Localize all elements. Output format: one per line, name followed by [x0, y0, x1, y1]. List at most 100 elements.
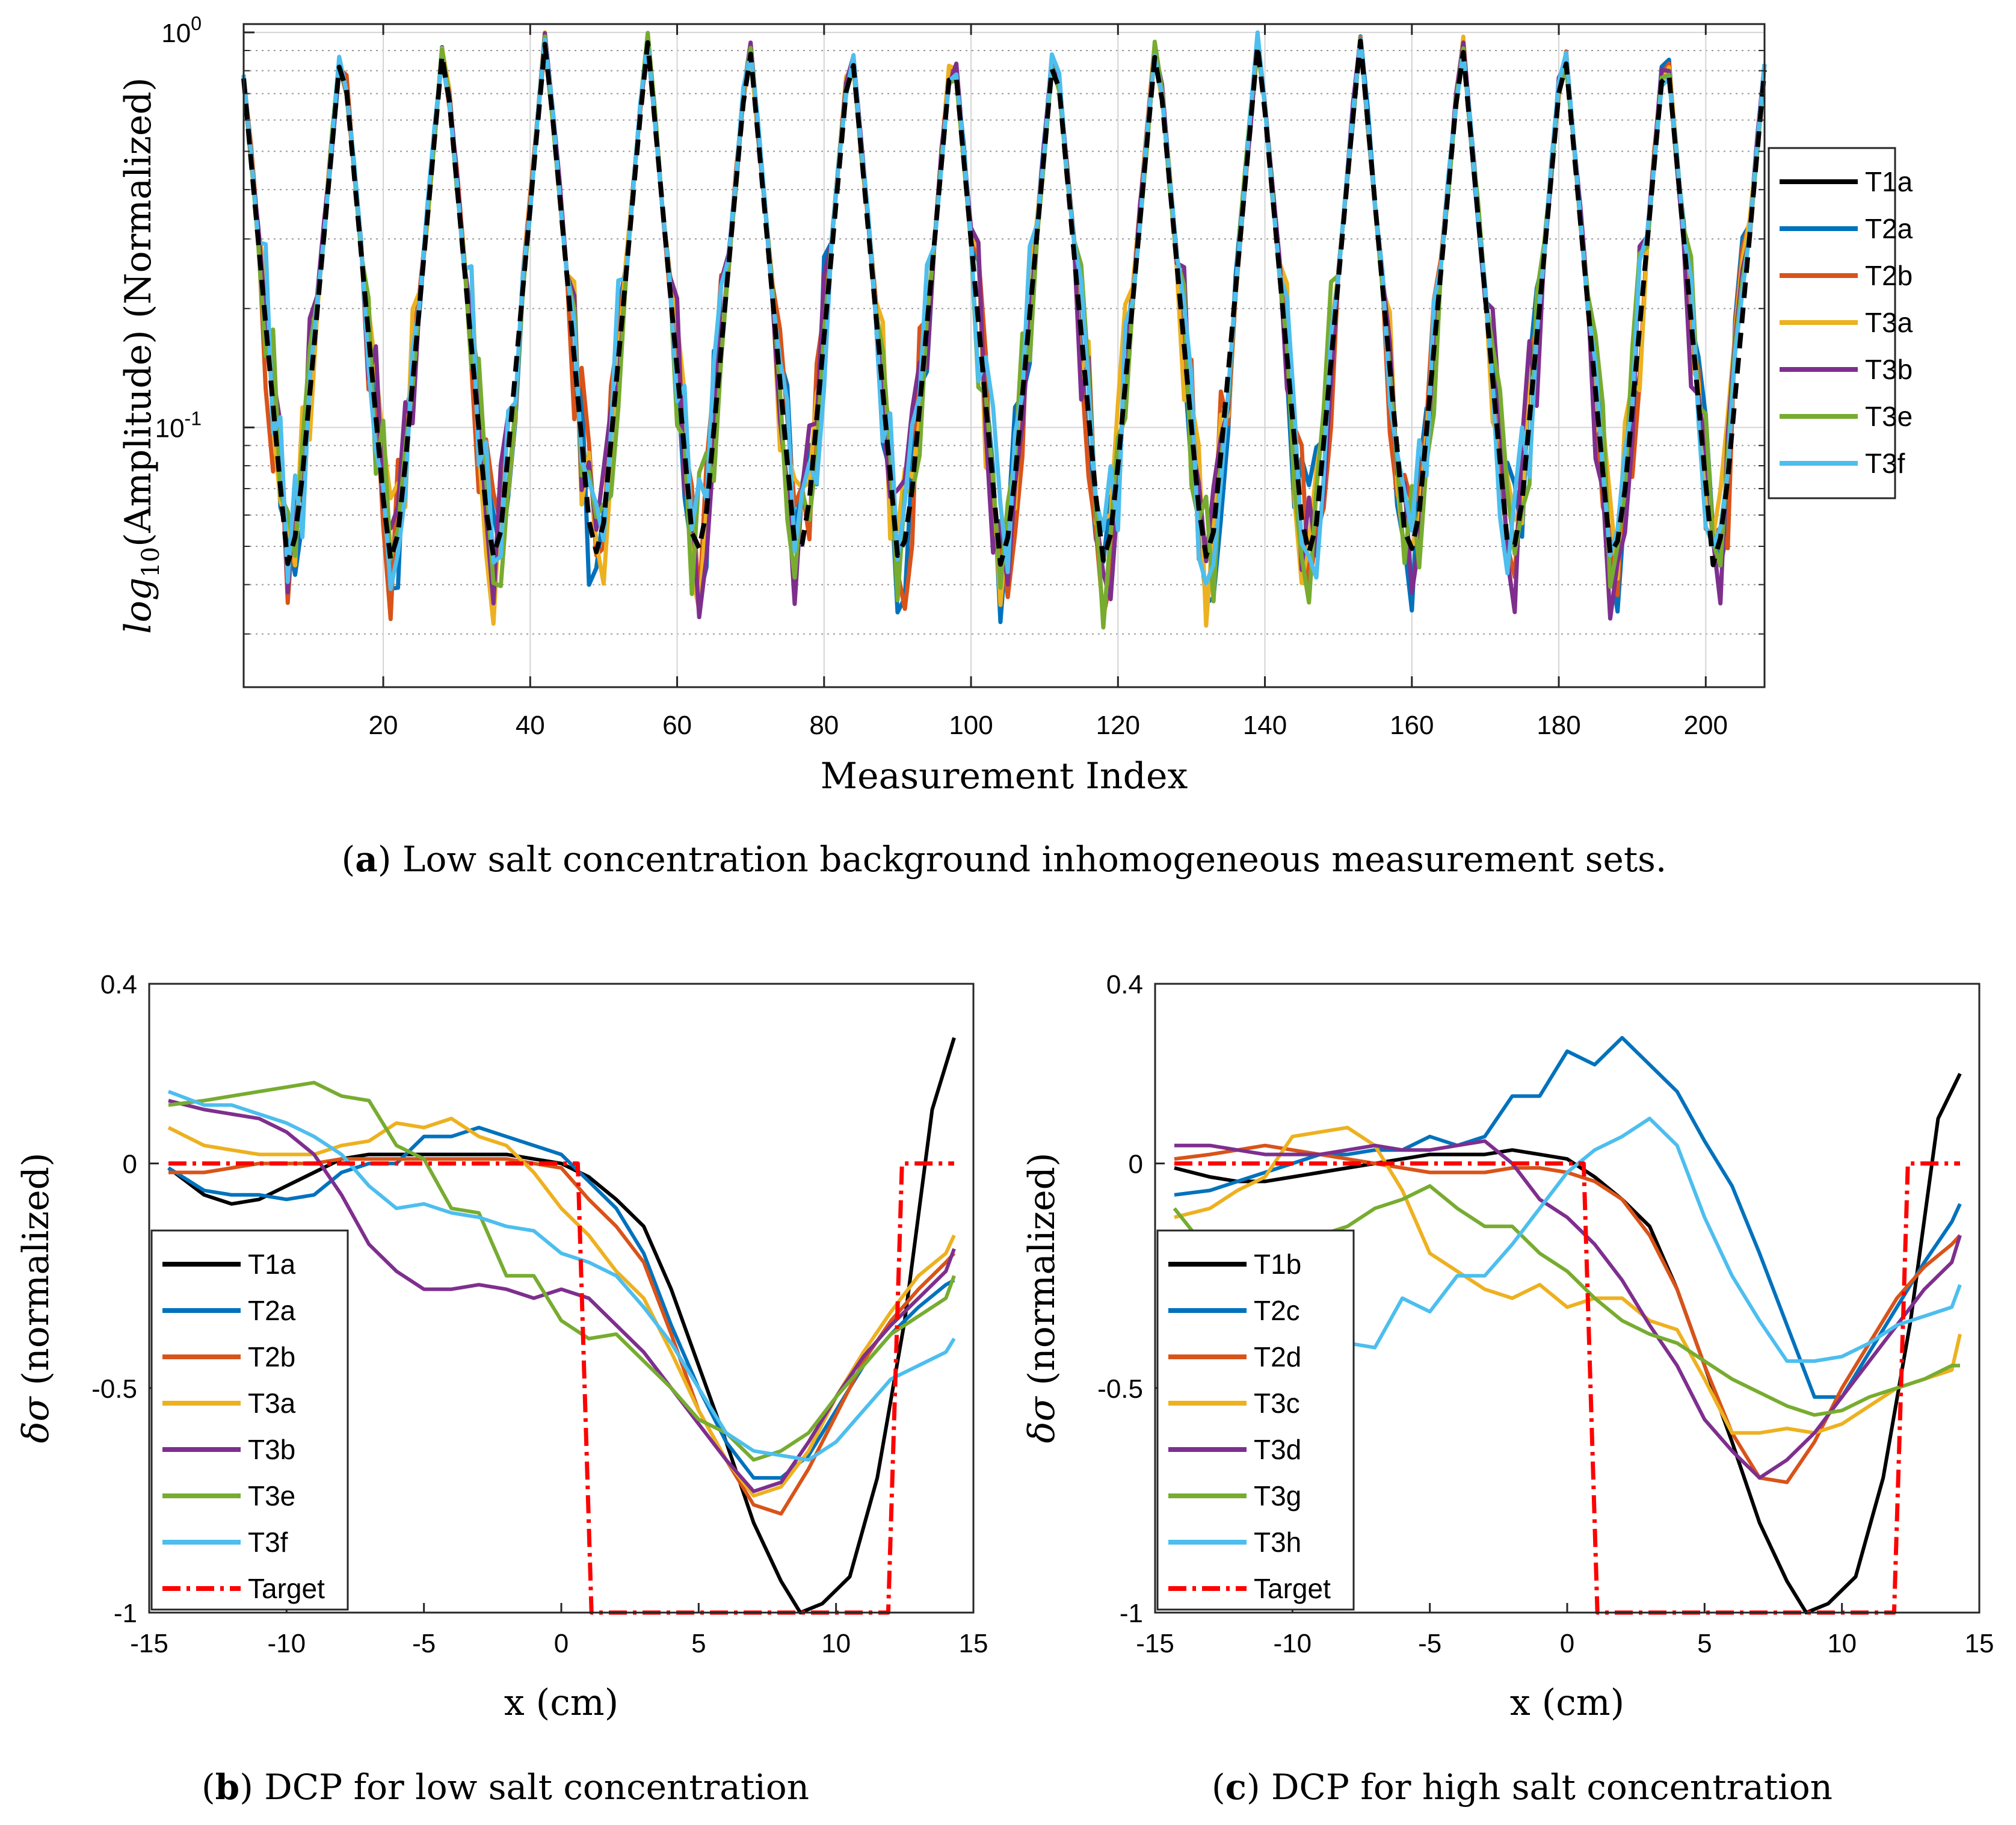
panel-a-ytick-base: 10	[161, 19, 191, 48]
panel-b-caption-text: DCP for low salt concentration	[253, 1767, 809, 1808]
panel-b-legend-label: T3f	[248, 1527, 288, 1558]
panel-c-legend-label: Target	[1254, 1573, 1331, 1604]
panel-a-xtick-label: 100	[949, 711, 993, 740]
panel-b-legend-label: T3a	[248, 1388, 296, 1419]
panel-a-legend-label: T2b	[1865, 260, 1913, 291]
panel-c-xtick-label: -5	[1418, 1629, 1441, 1658]
panel-c-legend-label: T2d	[1254, 1341, 1301, 1373]
panel-a-xtick-label: 20	[369, 711, 398, 740]
panel-b-xtick-label: 0	[554, 1629, 569, 1658]
panel-b-legend-label: Target	[248, 1573, 325, 1604]
panel-a-xtick-label: 180	[1537, 711, 1580, 740]
panel-c-xtick-label: 5	[1697, 1629, 1712, 1658]
panel-a-legend-label: T3e	[1865, 401, 1913, 432]
panel-b-ylabel: δσ (normalized)	[15, 1153, 57, 1444]
panel-b-ytick-label: -1	[114, 1599, 137, 1628]
panel-a-axes-box	[242, 23, 1766, 688]
panel-a-legend-label: T1a	[1865, 166, 1913, 197]
panel-b-ylabel-symbol: δσ	[15, 1385, 57, 1443]
panel-a-xtick-label: 60	[662, 711, 692, 740]
panel-b-series	[167, 1037, 956, 1615]
panel-b-ytick-label: -0.5	[91, 1374, 137, 1404]
panel-c-caption-text: DCP for high salt concentration	[1260, 1767, 1833, 1808]
panel-c-legend-label: T3d	[1254, 1434, 1301, 1465]
panel-a-ytick-label: 100	[161, 13, 202, 48]
panel-b-ylabel-text: (normalized)	[15, 1153, 57, 1386]
panel-a-xtick-label: 80	[809, 711, 839, 740]
panel-c-xtick-label: 10	[1827, 1629, 1857, 1658]
panel-b-legend: T1a T2a T2b T3a T3b T3e T3f Target	[150, 1229, 349, 1611]
panel-a-ytick-exp: -1	[185, 407, 202, 429]
panel-b-ytick-label: 0.4	[100, 970, 137, 999]
panel-c-legend-label: T3g	[1254, 1480, 1301, 1512]
panel-b-caption: (b) DCP for low salt concentration	[202, 1767, 809, 1808]
panel-c-caption: (c) DCP for high salt concentration	[1212, 1767, 1833, 1808]
panel-c: -15 -10 -5 0 5 10 15 0.4 0 -0.5 -1 x (cm) δσ (norm…	[1021, 970, 1994, 1808]
panel-b-ticks: -15 -10 -5 0 5 10 15 0.4 0 -0.5 -1	[91, 970, 988, 1658]
panel-c-legend-label: T2c	[1254, 1295, 1300, 1326]
series-line-t1b	[1174, 1072, 1962, 1614]
panel-a-legend: T1a T2a T2b T3a T3b T3e T3f	[1768, 147, 1913, 499]
panel-b-xtick-label: 5	[691, 1629, 706, 1658]
panel-c-xtick-label: -15	[1136, 1629, 1174, 1658]
panel-a-legend-label: T3f	[1865, 448, 1905, 479]
panel-c-legend-label: T1b	[1254, 1249, 1301, 1280]
series-line-t3f	[167, 1090, 956, 1462]
panel-b-xtick-label: -10	[268, 1629, 306, 1658]
panel-a-legend-label: T3a	[1865, 307, 1913, 338]
panel-c-xlabel: x (cm)	[1510, 1682, 1624, 1724]
panel-a-xtick-label: 200	[1684, 711, 1728, 740]
panel-c-ytick-label: -0.5	[1097, 1374, 1143, 1404]
panel-c-ytick-label: 0	[1129, 1150, 1143, 1179]
series-line-t1a	[241, 39, 1767, 567]
panel-a-legend-label: T2a	[1865, 213, 1913, 244]
series-line-t3f	[241, 30, 1767, 591]
panel-a-ylabel-sub: 10	[137, 547, 165, 578]
panel-b-legend-label: T1a	[248, 1249, 296, 1280]
panel-a-xtick-label: 140	[1243, 711, 1287, 740]
panel-a-ytick-base: 10	[155, 413, 185, 443]
panel-b-xtick-label: -15	[130, 1629, 168, 1658]
series-line-t3e	[168, 1081, 956, 1462]
panel-c-legend-label: T3h	[1254, 1527, 1301, 1558]
panel-a-ylabel-rest: (Amplitude) (Normalized)	[117, 78, 159, 547]
panel-a-caption: (a) Low salt concentration background in…	[342, 839, 1667, 880]
panel-c-xtick-label: 15	[1965, 1629, 1994, 1658]
panel-c-ytick-label: -1	[1120, 1599, 1143, 1628]
panel-c-xtick-label: 0	[1560, 1629, 1574, 1658]
panel-b-caption-label: b	[215, 1767, 240, 1808]
panel-a-ytick-label: 10-1	[155, 407, 202, 443]
panel-b-legend-label: T2a	[248, 1295, 296, 1326]
panel-a-xtick-label: 120	[1096, 711, 1140, 740]
panel-c-legend: T1b T2c T2d T3c T3d T3g T3h Target	[1156, 1229, 1355, 1611]
panel-b-xtick-label: 15	[959, 1629, 988, 1658]
panel-a-caption-label: a	[355, 839, 378, 880]
panel-c-caption-label: c	[1225, 1767, 1247, 1808]
panel-b-xtick-label: -5	[412, 1629, 436, 1658]
panel-b-legend-label: T3b	[248, 1434, 295, 1465]
panel-c-ylabel-text: (normalized)	[1021, 1153, 1063, 1386]
panel-c-ylabel: δσ (normalized)	[1021, 1153, 1063, 1444]
panel-c-legend-box	[1156, 1229, 1355, 1611]
series-line-t3d	[1174, 1139, 1962, 1480]
panel-a-series	[241, 30, 1767, 630]
panel-a-xlabel: Measurement Index	[821, 755, 1188, 797]
panel-c-ytick-label: 0.4	[1106, 970, 1143, 999]
panel-a-xtick-label: 160	[1390, 711, 1434, 740]
panel-a-ylabel: log10(Amplitude) (Normalized)	[117, 78, 165, 634]
panel-a-ytick-exp: 0	[191, 13, 202, 34]
panel-b-legend-label: T2b	[248, 1341, 295, 1373]
panel-b-legend-box	[150, 1229, 349, 1611]
panel-b: -15 -10 -5 0 5 10 15 0.4 0 -0.5 -1 x (cm) δσ (norm…	[15, 970, 988, 1808]
panel-b-xlabel: x (cm)	[504, 1682, 618, 1724]
panel-c-xtick-label: -10	[1274, 1629, 1312, 1658]
series-line-target	[168, 1161, 954, 1615]
panel-b-xtick-label: 10	[821, 1629, 851, 1658]
series-line-t3c	[1174, 1125, 1962, 1435]
panel-a-caption-text: Low salt concentration background inhomo…	[392, 839, 1667, 880]
panel-a-legend-label: T3b	[1865, 354, 1913, 385]
panel-b-ytick-label: 0	[123, 1150, 137, 1179]
